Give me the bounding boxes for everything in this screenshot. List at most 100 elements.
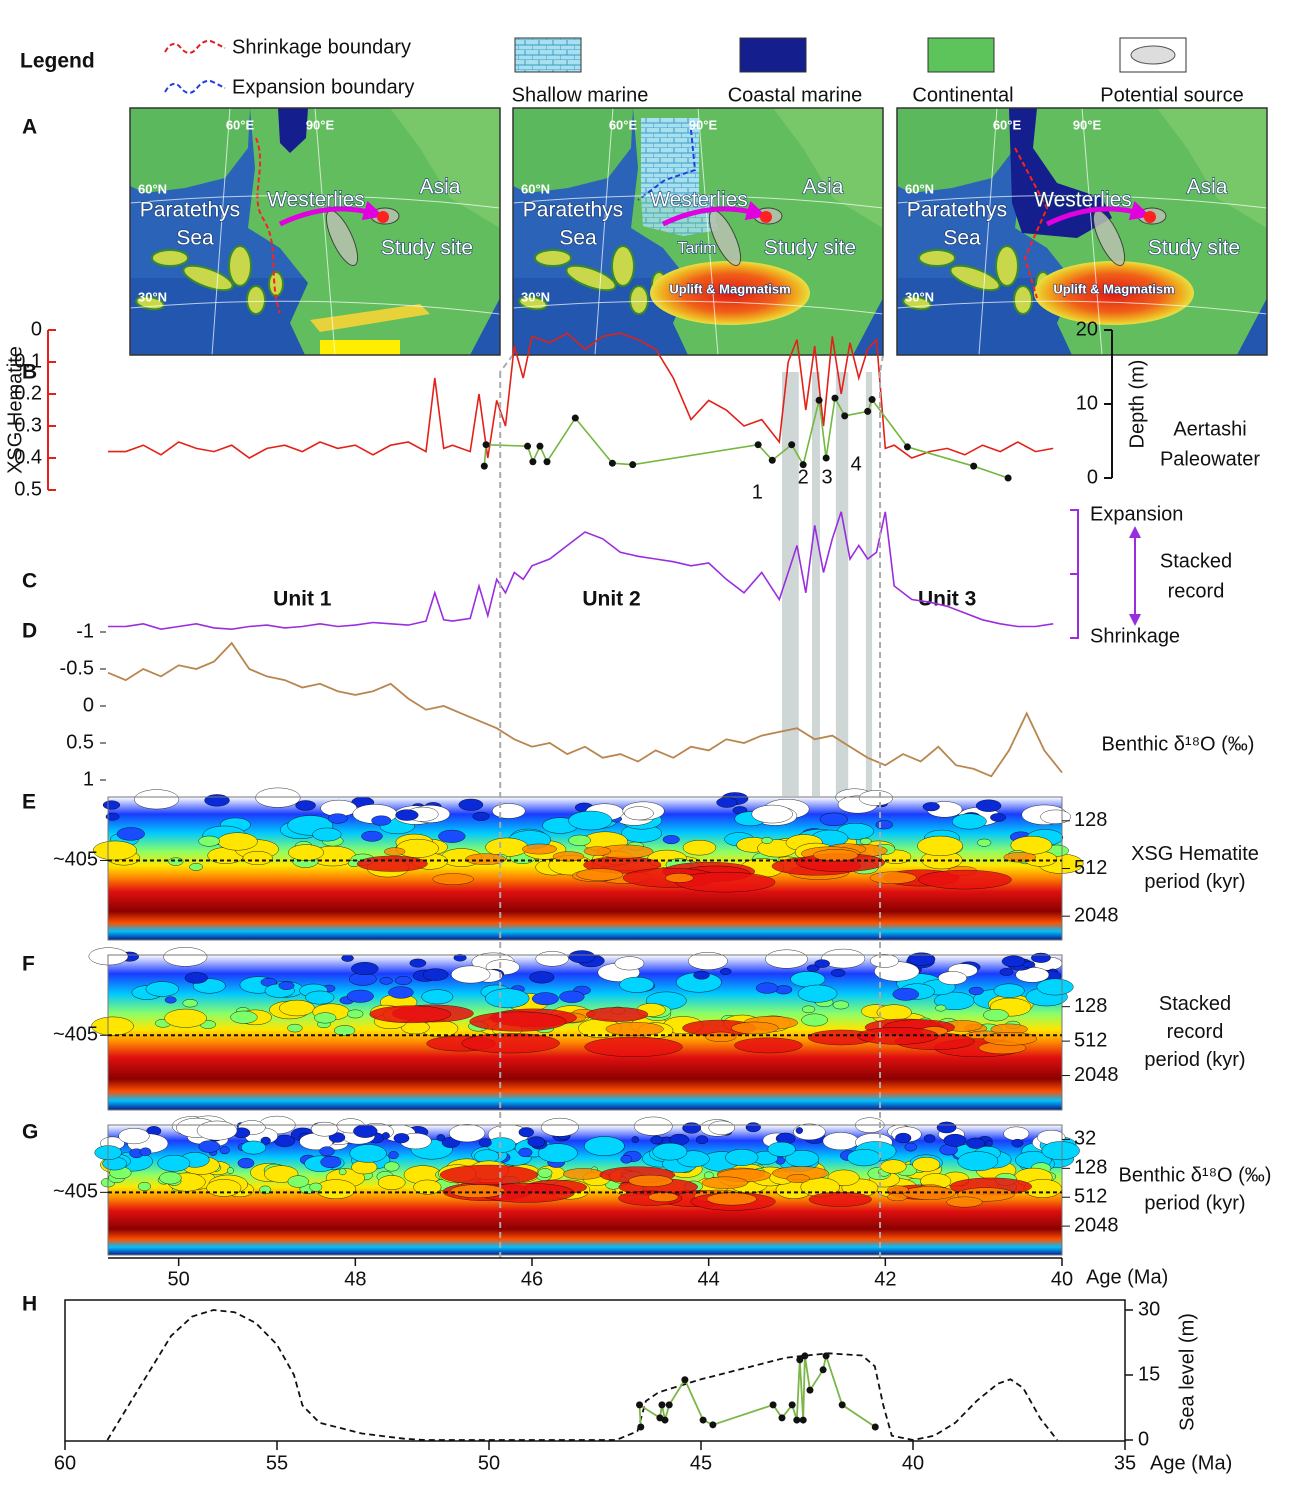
y-tick-label: 128	[1074, 809, 1107, 831]
map-shallow	[641, 118, 699, 196]
wavelet-texture	[935, 1004, 947, 1012]
x-tick-label: 60	[54, 1452, 76, 1474]
wavelet-texture	[767, 1141, 796, 1157]
wavelet-texture	[716, 797, 738, 808]
map-island	[918, 249, 956, 267]
x-tick-label: 42	[874, 1268, 896, 1290]
unit-label: Unit 3	[918, 588, 976, 611]
map-label: Uplift & Magmatism	[669, 281, 790, 296]
data-point	[970, 462, 978, 470]
wavelet-texture	[719, 968, 732, 975]
x-axis-label: Age (Ma)	[1150, 1452, 1232, 1474]
wavelet-texture	[918, 869, 1012, 890]
wavelet-texture	[614, 956, 645, 971]
bracket-axis	[1070, 509, 1079, 639]
legend-label: Shrinkage boundary	[232, 36, 411, 58]
wavelet-texture	[847, 1149, 881, 1167]
wavelet-texture	[449, 1184, 506, 1198]
wavelet-texture	[701, 1176, 748, 1189]
wavelet-texture	[413, 1179, 442, 1195]
wavelet-texture	[351, 962, 379, 976]
wavelet-texture	[832, 1000, 849, 1010]
wavelet-texture	[312, 827, 342, 842]
wavelet-texture	[605, 1022, 664, 1037]
highlight-band	[865, 372, 873, 796]
wavelet-texture	[353, 1124, 378, 1138]
wavelet-texture	[388, 1151, 399, 1160]
connector	[879, 354, 884, 373]
side-label: Stacked	[1160, 550, 1232, 572]
data-point	[799, 461, 807, 469]
wavelet-texture	[518, 1127, 534, 1138]
event-label: 3	[821, 466, 832, 488]
wavelet-texture	[278, 981, 295, 990]
data-point	[838, 1401, 846, 1409]
panel-label: G	[22, 1121, 38, 1144]
wavelet-texture	[242, 851, 273, 866]
map-island	[246, 285, 266, 315]
wavelet-texture	[371, 815, 392, 826]
wavelet-texture	[395, 809, 419, 821]
y-axis-label: XSG Hematite	[4, 346, 26, 474]
wavelet-texture	[662, 835, 680, 845]
wavelet-texture	[334, 1025, 356, 1036]
x-tick-label: 50	[168, 1268, 190, 1290]
wavelet-texture	[682, 840, 717, 856]
map-boundary	[637, 129, 697, 201]
wavelet-texture	[858, 790, 893, 806]
side-label: period (kyr)	[1144, 1192, 1245, 1214]
panel-label: D	[22, 620, 37, 643]
data-point	[658, 1401, 666, 1409]
data-point	[681, 1376, 689, 1384]
highlight-band	[781, 372, 799, 796]
wavelet-texture	[145, 981, 179, 997]
data-point	[636, 1401, 644, 1409]
map-graticule	[211, 108, 231, 355]
unit-label: Unit 2	[582, 588, 640, 611]
y-tick-label: 512	[1074, 857, 1107, 879]
map-label: Sea	[559, 227, 597, 250]
wavelet-texture	[450, 965, 491, 984]
y-tick-label: 0.1	[14, 350, 42, 372]
wavelet-texture	[624, 806, 654, 821]
wavelet-texture	[409, 958, 427, 968]
data-point	[868, 396, 876, 404]
wavelet-texture	[568, 834, 591, 846]
data-point	[778, 1414, 786, 1422]
y-tick-label: 2048	[1074, 1214, 1119, 1236]
x-tick-label: 40	[902, 1452, 924, 1474]
legend-label: Coastal marine	[728, 84, 863, 106]
x-tick-label: 45	[690, 1452, 712, 1474]
wavelet-texture	[904, 1142, 917, 1152]
wavelet-texture	[1001, 955, 1026, 968]
map-coastal	[1009, 108, 1112, 238]
wavelet-texture	[731, 1021, 779, 1035]
side-label: Stacked	[1159, 993, 1231, 1015]
map-island	[565, 264, 617, 292]
wavelet-texture	[999, 968, 1014, 976]
wavelet-texture	[1003, 1126, 1030, 1141]
wavelet-texture	[369, 1005, 452, 1024]
data-point	[536, 442, 544, 450]
wavelet-texture	[384, 847, 406, 856]
unit-label: Unit 1	[273, 588, 332, 611]
reference-label: ~405	[53, 1024, 98, 1046]
data-line	[108, 511, 1054, 631]
map-island	[182, 264, 234, 292]
wavelet-texture	[876, 1004, 912, 1021]
wavelet-texture	[983, 1009, 1009, 1022]
map-island	[151, 249, 189, 267]
wavelet-texture	[328, 1132, 346, 1143]
wavelet-texture	[492, 803, 526, 819]
map-label: 60°E	[226, 117, 255, 132]
map-label: Tarim	[677, 240, 716, 257]
wavelet-texture	[943, 1133, 967, 1147]
wavelet-texture	[319, 1146, 335, 1157]
map-label: Uplift & Magmatism	[1053, 281, 1174, 296]
side-label: period (kyr)	[1144, 871, 1245, 893]
wavelet-texture	[287, 1175, 309, 1188]
data-point	[529, 458, 537, 466]
wavelet-texture	[977, 838, 992, 847]
data-point	[815, 396, 823, 404]
